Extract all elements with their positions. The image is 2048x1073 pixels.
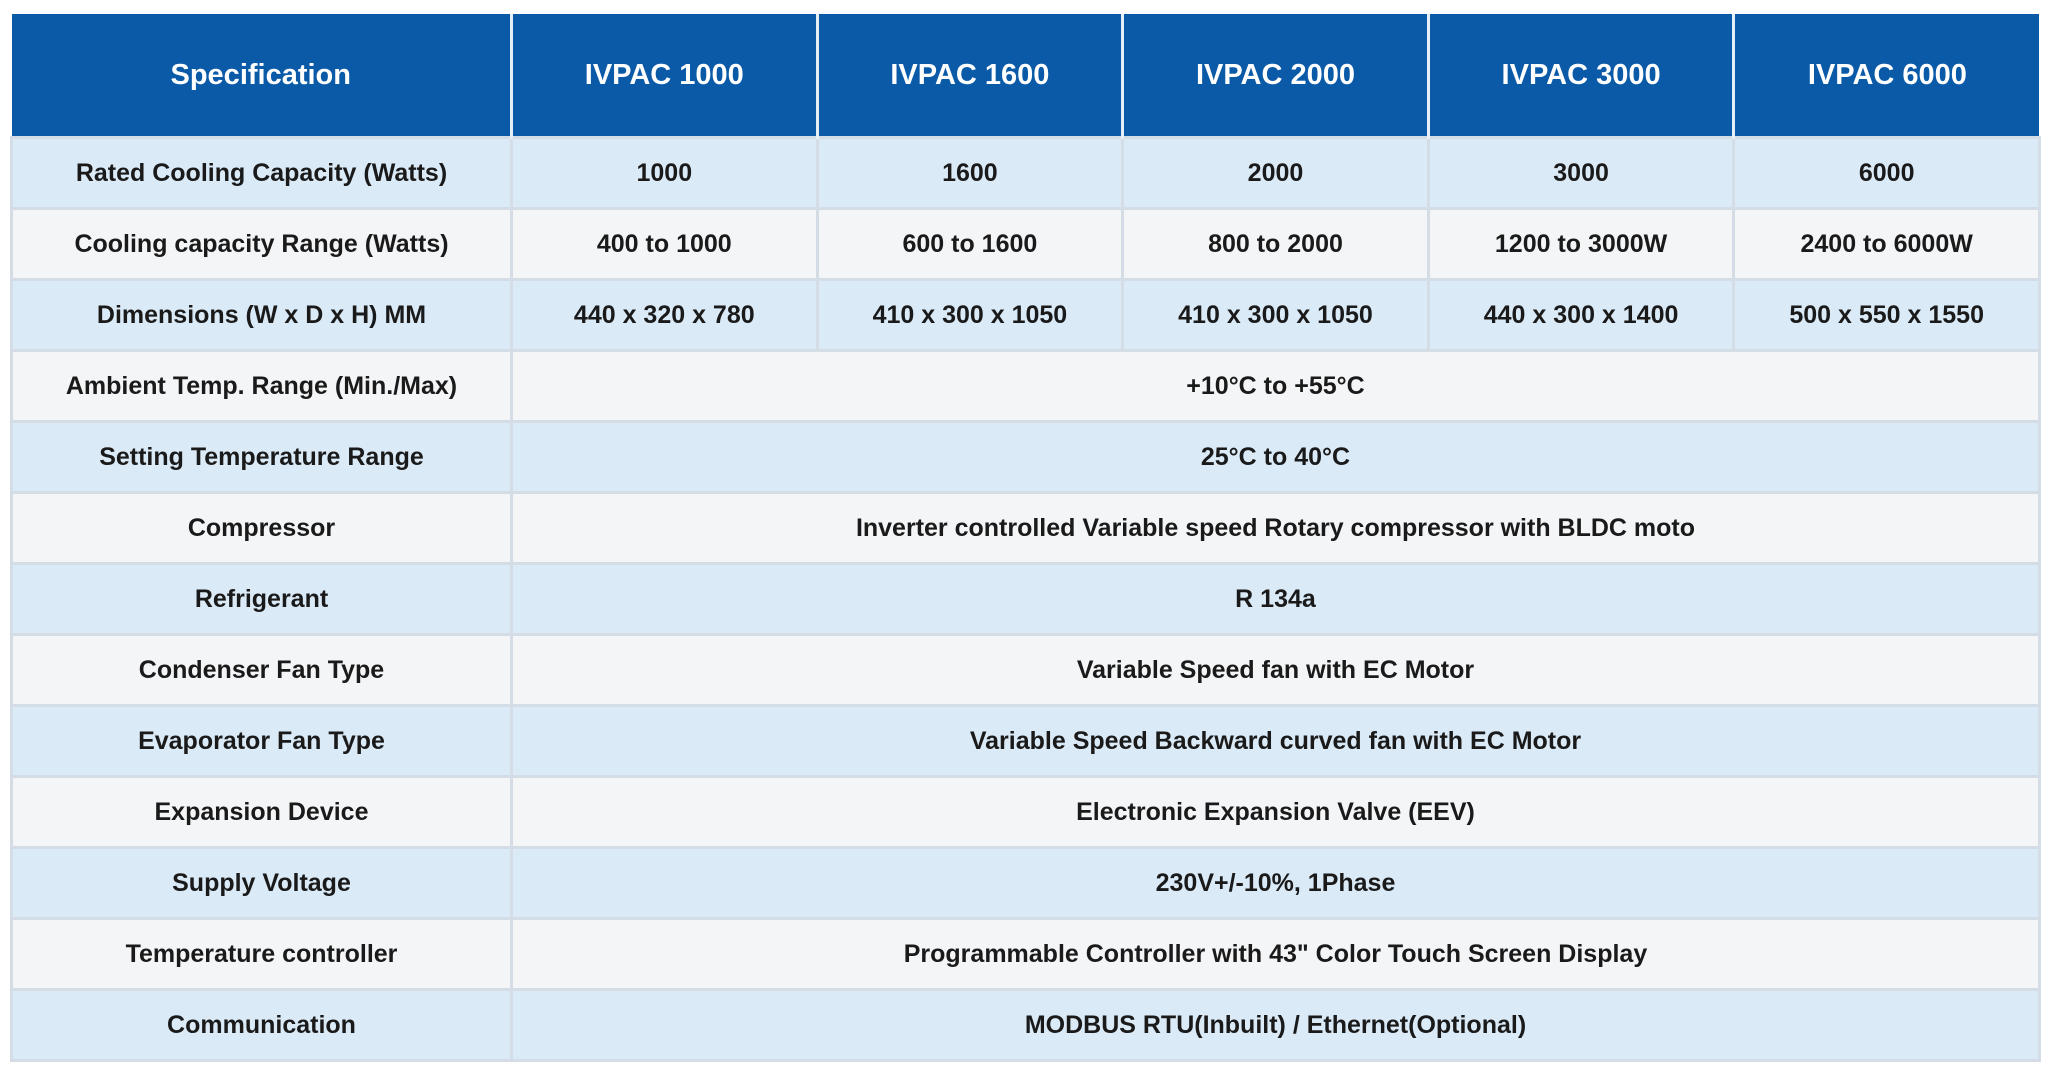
table-cell: 440 x 300 x 1400 [1426, 278, 1736, 352]
table-cell-merged: +10°C to +55°C [510, 349, 2041, 423]
table-cell: 1600 [815, 136, 1125, 210]
table-cell: 440 x 320 x 780 [510, 278, 819, 352]
table-row: Rated Cooling Capacity (Watts) 1000 1600… [10, 136, 2041, 210]
table-cell-merged: Programmable Controller with 43" Color T… [510, 917, 2041, 991]
table-cell-merged: Variable Speed fan with EC Motor [510, 633, 2041, 707]
table-row: Supply Voltage 230V+/-10%, 1Phase [10, 846, 2041, 920]
header-ivpac-1000: IVPAC 1000 [510, 14, 819, 138]
table-row: Temperature controller Programmable Cont… [10, 917, 2041, 991]
table-cell: 400 to 1000 [510, 207, 819, 281]
table-row: Setting Temperature Range 25°C to 40°C [10, 420, 2041, 494]
header-ivpac-6000: IVPAC 6000 [1732, 14, 2040, 138]
table-cell: 3000 [1426, 136, 1736, 210]
table-row: Evaporator Fan Type Variable Speed Backw… [10, 704, 2041, 778]
header-specification: Specification [11, 14, 513, 138]
table-cell: 410 x 300 x 1050 [815, 278, 1125, 352]
row-label: Setting Temperature Range [10, 420, 513, 494]
table-cell-merged: Variable Speed Backward curved fan with … [510, 704, 2041, 778]
row-label: Rated Cooling Capacity (Watts) [10, 136, 513, 210]
row-label: Dimensions (W x D x H) MM [10, 278, 513, 352]
table-cell-merged: Electronic Expansion Valve (EEV) [510, 775, 2041, 849]
row-label: Ambient Temp. Range (Min./Max) [10, 349, 513, 423]
table-cell: 800 to 2000 [1121, 207, 1430, 281]
row-label: Temperature controller [10, 917, 513, 991]
row-label: Communication [10, 988, 513, 1062]
table-cell: 2000 [1121, 136, 1430, 210]
table-cell-merged: Inverter controlled Variable speed Rotar… [510, 491, 2041, 565]
row-label: Supply Voltage [10, 846, 513, 920]
table-cell: 600 to 1600 [815, 207, 1125, 281]
table-cell: 410 x 300 x 1050 [1121, 278, 1430, 352]
table-cell-merged: MODBUS RTU(Inbuilt) / Ethernet(Optional) [510, 988, 2041, 1062]
table-row: Condenser Fan Type Variable Speed fan wi… [10, 633, 2041, 707]
table-cell: 500 x 550 x 1550 [1732, 278, 2041, 352]
row-label: Compressor [10, 491, 513, 565]
row-label: Refrigerant [10, 562, 513, 636]
table-header: Specification IVPAC 1000 IVPAC 1600 IVPA… [11, 14, 2040, 138]
header-ivpac-1600: IVPAC 1600 [815, 14, 1125, 138]
row-label: Condenser Fan Type [10, 633, 513, 707]
table-cell-merged: 25°C to 40°C [510, 420, 2041, 494]
spec-table-container: Specification IVPAC 1000 IVPAC 1600 IVPA… [10, 14, 2041, 1062]
table-cell-merged: R 134a [510, 562, 2041, 636]
table-body: Rated Cooling Capacity (Watts) 1000 1600… [10, 136, 2041, 1062]
row-label: Expansion Device [10, 775, 513, 849]
table-cell: 6000 [1732, 136, 2041, 210]
table-cell: 2400 to 6000W [1732, 207, 2041, 281]
header-ivpac-3000: IVPAC 3000 [1426, 14, 1736, 138]
table-cell: 1000 [510, 136, 819, 210]
header-row: Specification IVPAC 1000 IVPAC 1600 IVPA… [11, 14, 2040, 138]
table-row: Communication MODBUS RTU(Inbuilt) / Ethe… [10, 988, 2041, 1062]
table-row: Dimensions (W x D x H) MM 440 x 320 x 78… [10, 278, 2041, 352]
table-row: Refrigerant R 134a [10, 562, 2041, 636]
row-label: Evaporator Fan Type [10, 704, 513, 778]
table-row: Cooling capacity Range (Watts) 400 to 10… [10, 207, 2041, 281]
table-row: Compressor Inverter controlled Variable … [10, 491, 2041, 565]
table-cell: 1200 to 3000W [1426, 207, 1736, 281]
table-cell-merged: 230V+/-10%, 1Phase [510, 846, 2041, 920]
table-row: Ambient Temp. Range (Min./Max) +10°C to … [10, 349, 2041, 423]
table-row: Expansion Device Electronic Expansion Va… [10, 775, 2041, 849]
row-label: Cooling capacity Range (Watts) [10, 207, 513, 281]
header-ivpac-2000: IVPAC 2000 [1121, 14, 1430, 138]
specification-table: Specification IVPAC 1000 IVPAC 1600 IVPA… [10, 14, 2041, 1062]
